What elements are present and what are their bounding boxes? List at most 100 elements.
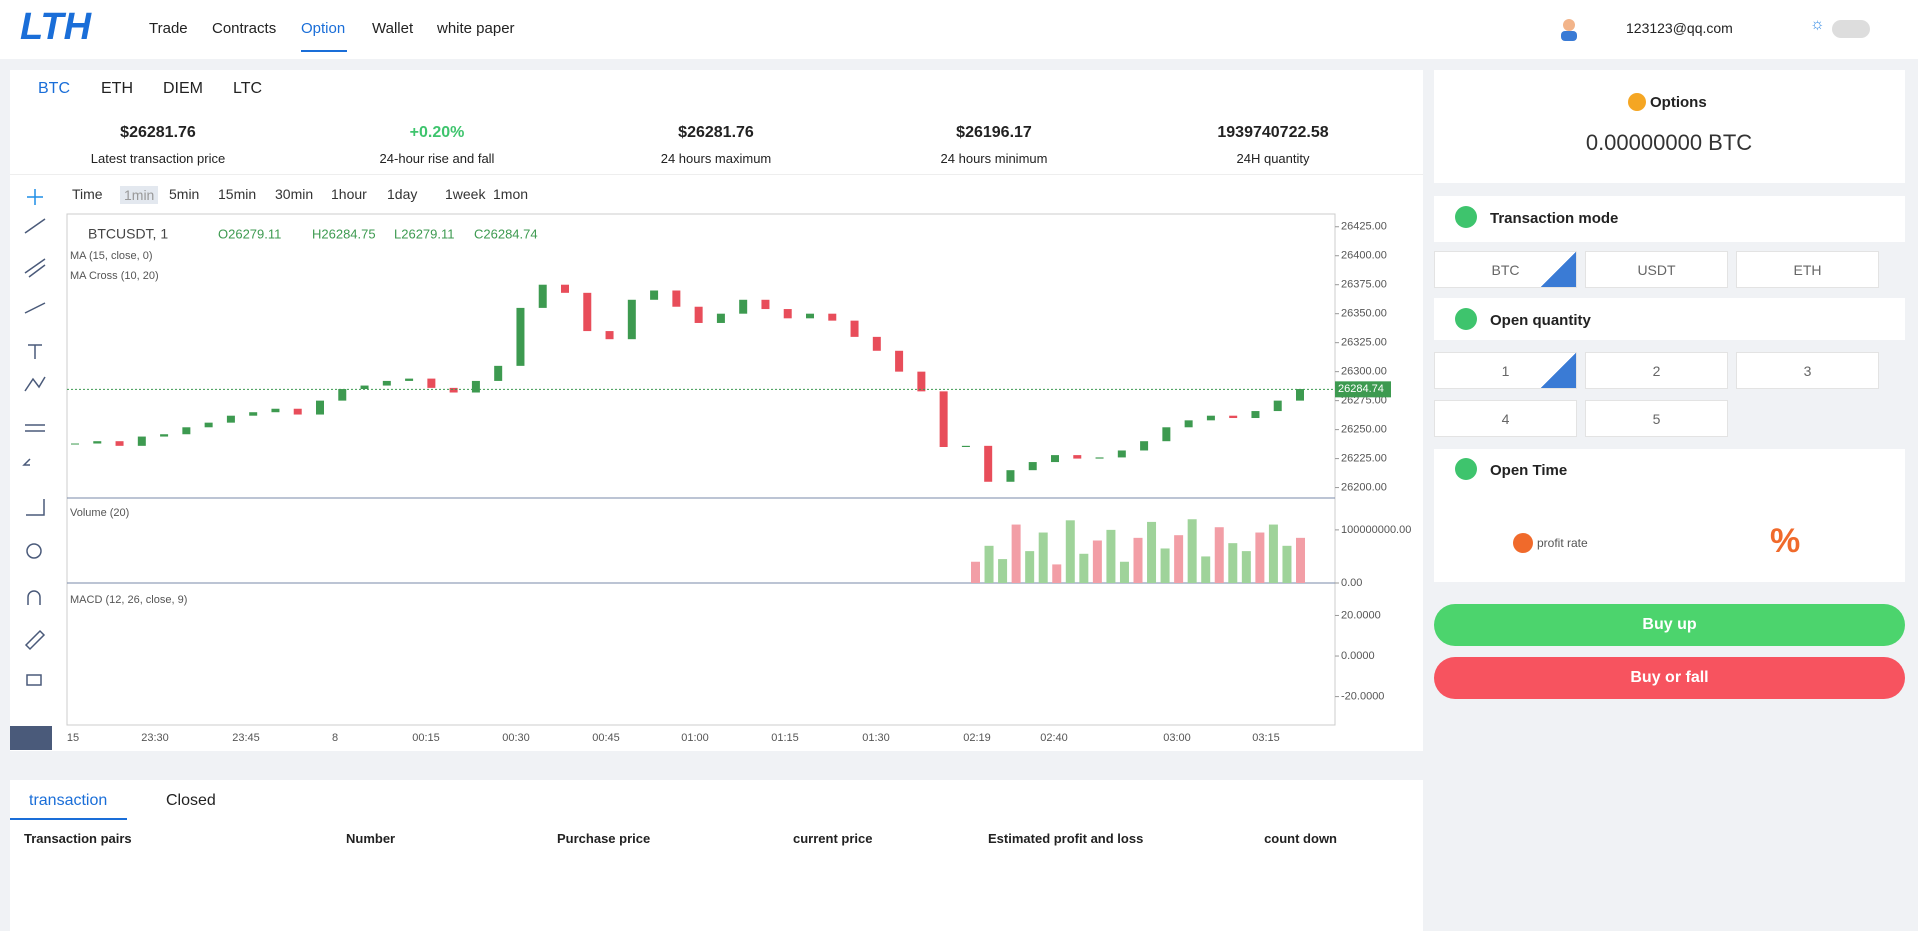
time-label: Open Time	[1490, 462, 1568, 479]
candle	[917, 371, 926, 392]
quantity-option[interactable]: 1	[1434, 352, 1577, 389]
check-icon	[1455, 206, 1477, 228]
candle	[895, 350, 904, 372]
coin-tab[interactable]: BTC	[38, 80, 70, 97]
x-tick-label: 01:00	[681, 732, 709, 744]
candle	[516, 307, 525, 366]
volume-bar	[1201, 556, 1211, 583]
candle	[1296, 389, 1304, 401]
interval[interactable]: 1day	[387, 186, 418, 202]
axis-tick-label: 26375.00	[1341, 279, 1387, 291]
interval[interactable]: 1mon	[493, 186, 529, 202]
mode-option[interactable]: USDT	[1585, 251, 1728, 288]
interval[interactable]: 1hour	[331, 186, 367, 202]
stat-label: 24 hours maximum	[660, 151, 772, 166]
quantity-option[interactable]: 2	[1585, 352, 1728, 389]
nav-item[interactable]: Wallet	[372, 20, 414, 37]
user-email[interactable]: 123123@qq.com	[1626, 20, 1733, 36]
volume-bar	[1119, 561, 1129, 583]
nav-item[interactable]: white paper	[437, 20, 515, 37]
interval[interactable]: 15min	[218, 186, 257, 202]
candle	[850, 320, 859, 337]
volume-bar	[1228, 543, 1238, 583]
candle	[1051, 455, 1059, 463]
volume-bar	[1092, 540, 1102, 583]
volume-bar	[1214, 527, 1224, 583]
candle	[783, 309, 792, 319]
indicator: MA (15, close, 0)	[70, 250, 153, 262]
stat-label: 24 hours minimum	[940, 151, 1048, 166]
order-tab[interactable]: transaction	[29, 792, 108, 809]
nav-item[interactable]: Trade	[149, 20, 188, 37]
candle	[160, 434, 169, 437]
candle	[93, 441, 102, 444]
axis-tick-label: 0.00	[1341, 577, 1362, 589]
interval[interactable]: 30min	[275, 186, 314, 202]
candle	[271, 408, 280, 413]
x-tick-label: 15	[67, 732, 79, 744]
nav-item[interactable]: Option	[301, 20, 346, 37]
coin-tab[interactable]: LTC	[233, 80, 263, 97]
quantity-option[interactable]: 3	[1736, 352, 1879, 389]
candle	[583, 292, 592, 332]
candle	[828, 313, 837, 321]
logo[interactable]: LTH	[20, 6, 92, 48]
candle	[427, 378, 436, 388]
mode-option[interactable]: BTC	[1434, 251, 1577, 288]
indicator: MA Cross (10, 20)	[70, 270, 159, 282]
candle	[1206, 415, 1215, 421]
axis-tick-label: 26300.00	[1341, 366, 1387, 378]
quantity-option[interactable]: 5	[1585, 400, 1728, 437]
coin-tab[interactable]: ETH	[101, 80, 133, 97]
volume-bar	[1106, 529, 1116, 583]
candle	[627, 299, 636, 340]
axis-tick-label: 26225.00	[1341, 452, 1387, 464]
candle	[694, 306, 703, 323]
market-panel	[10, 70, 1423, 751]
candle	[806, 313, 814, 319]
coin-tab[interactable]: DIEM	[163, 80, 203, 97]
stat-label: Latest transaction price	[90, 151, 226, 166]
axis-tick-label: 26275.00	[1341, 395, 1387, 407]
candle	[249, 412, 258, 416]
candle	[316, 400, 324, 415]
volume-title: Volume (20)	[70, 507, 129, 519]
buy-fall-button[interactable]: Buy or fall	[1434, 657, 1905, 699]
x-tick-label: 00:30	[502, 732, 530, 744]
interval[interactable]: 1week	[445, 186, 486, 202]
candle	[405, 378, 414, 381]
mode-option[interactable]: ETH	[1736, 251, 1879, 288]
column-header: Estimated profit and loss	[988, 831, 1144, 846]
stat-value: $26196.17	[956, 124, 1032, 141]
avatar[interactable]	[1558, 17, 1580, 41]
candle	[650, 290, 659, 300]
stat-value: $26281.76	[678, 124, 754, 141]
candle	[561, 284, 569, 293]
volume-bar	[1174, 535, 1184, 583]
stat-value: $26281.76	[120, 124, 196, 141]
collapse-toolbar[interactable]	[10, 726, 52, 750]
candle	[1073, 455, 1082, 459]
interval[interactable]: 5min	[169, 186, 200, 202]
buy-up-button[interactable]: Buy up	[1434, 604, 1905, 646]
candle	[1273, 400, 1282, 412]
time-card	[1434, 449, 1905, 582]
candle	[739, 299, 748, 314]
drawing-toolbar	[22, 189, 46, 686]
interval[interactable]: Time	[72, 186, 103, 202]
column-header: count down	[1264, 831, 1337, 846]
theme-icon[interactable]: ☼	[1810, 16, 1825, 33]
theme-toggle[interactable]	[1832, 20, 1870, 38]
nav-item[interactable]: Contracts	[212, 20, 277, 37]
volume-bar	[1133, 537, 1143, 583]
ohlc: C26284.74	[474, 226, 538, 241]
ohlc: H26284.75	[312, 226, 376, 241]
interval[interactable]: 1min	[120, 186, 159, 204]
candle	[872, 336, 881, 351]
candle	[605, 331, 614, 340]
order-tab[interactable]: Closed	[166, 792, 216, 809]
quantity-label: Open quantity	[1490, 312, 1591, 329]
volume-bar	[1025, 551, 1035, 583]
quantity-option[interactable]: 4	[1434, 400, 1577, 437]
